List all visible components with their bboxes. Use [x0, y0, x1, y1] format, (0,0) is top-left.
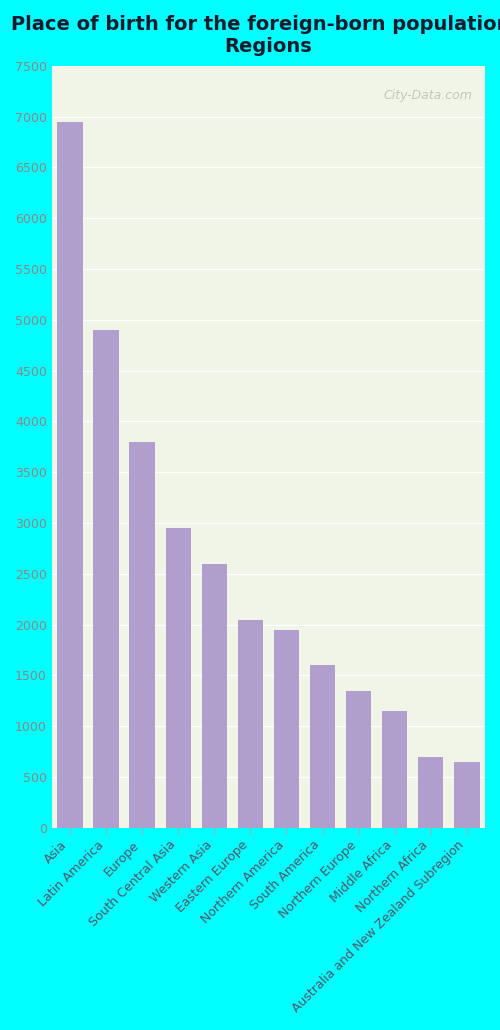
Bar [166, 528, 191, 828]
Bar [274, 629, 299, 828]
Bar [130, 442, 154, 828]
Bar [58, 122, 82, 828]
Bar [238, 620, 263, 828]
Bar [418, 757, 444, 828]
Text: City-Data.com: City-Data.com [383, 89, 472, 102]
Bar [94, 330, 118, 828]
Title: Place of birth for the foreign-born population -
Regions: Place of birth for the foreign-born popu… [12, 15, 500, 56]
Bar [382, 711, 407, 828]
Bar [346, 691, 372, 828]
Bar [454, 762, 479, 828]
Bar [310, 665, 335, 828]
Bar [202, 563, 227, 828]
